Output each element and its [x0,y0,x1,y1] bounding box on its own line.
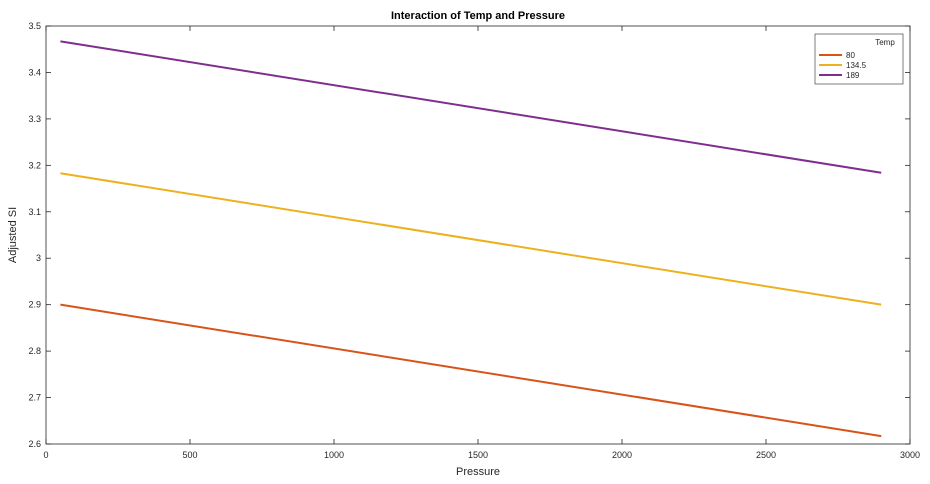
y-tick-label: 3.4 [28,67,41,77]
y-tick-label: 2.7 [28,393,41,403]
y-axis-label: Adjusted SI [7,207,19,263]
x-tick-label: 2500 [756,450,776,460]
legend-title: Temp [875,38,895,47]
x-axis: 0 500 1000 1500 2000 2500 3000 [43,26,920,460]
y-tick-label: 2.8 [28,346,41,356]
legend-entry: 80 [846,51,855,60]
y-tick-label: 3 [36,253,41,263]
y-axis: 2.6 2.7 2.8 2.9 3 3.1 3.2 3.3 3.4 3.5 [28,21,910,449]
chart-title: Interaction of Temp and Pressure [391,10,565,22]
y-tick-label: 3.1 [28,207,41,217]
y-tick-label: 3.3 [28,114,41,124]
x-tick-label: 0 [43,450,48,460]
legend-entry: 189 [846,71,860,80]
y-tick-label: 3.2 [28,160,41,170]
series-line-189 [60,40,882,174]
plot-area [45,25,911,445]
x-tick-label: 1000 [324,450,344,460]
x-tick-label: 2000 [612,450,632,460]
y-tick-label: 3.5 [28,21,41,31]
x-tick-label: 500 [182,450,197,460]
series-line-80 [60,303,882,438]
legend-entry: 134.5 [846,61,867,70]
y-tick-label: 2.6 [28,439,41,449]
series-line-134.5 [60,172,882,306]
y-tick-label: 2.9 [28,300,41,310]
series-lines [60,40,882,438]
x-axis-label: Pressure [456,466,500,478]
x-tick-label: 1500 [468,450,488,460]
x-tick-label: 3000 [900,450,920,460]
